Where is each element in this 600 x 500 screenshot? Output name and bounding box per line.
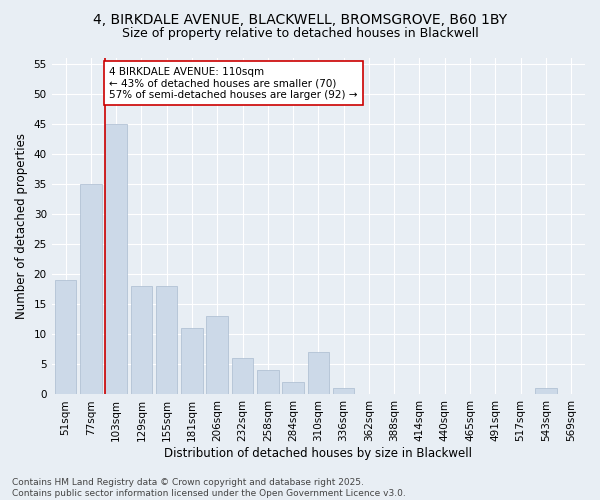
Bar — [206, 316, 228, 394]
Text: Size of property relative to detached houses in Blackwell: Size of property relative to detached ho… — [122, 28, 478, 40]
Text: 4 BIRKDALE AVENUE: 110sqm
← 43% of detached houses are smaller (70)
57% of semi-: 4 BIRKDALE AVENUE: 110sqm ← 43% of detac… — [109, 66, 358, 100]
Bar — [80, 184, 101, 394]
Text: Contains HM Land Registry data © Crown copyright and database right 2025.
Contai: Contains HM Land Registry data © Crown c… — [12, 478, 406, 498]
Bar — [333, 388, 355, 394]
Bar — [106, 124, 127, 394]
Bar — [308, 352, 329, 395]
X-axis label: Distribution of detached houses by size in Blackwell: Distribution of detached houses by size … — [164, 447, 472, 460]
Text: 4, BIRKDALE AVENUE, BLACKWELL, BROMSGROVE, B60 1BY: 4, BIRKDALE AVENUE, BLACKWELL, BROMSGROV… — [93, 12, 507, 26]
Bar — [283, 382, 304, 394]
Bar — [181, 328, 203, 394]
Bar — [257, 370, 278, 394]
Bar — [55, 280, 76, 394]
Y-axis label: Number of detached properties: Number of detached properties — [15, 133, 28, 319]
Bar — [131, 286, 152, 395]
Bar — [232, 358, 253, 394]
Bar — [156, 286, 178, 395]
Bar — [535, 388, 557, 394]
